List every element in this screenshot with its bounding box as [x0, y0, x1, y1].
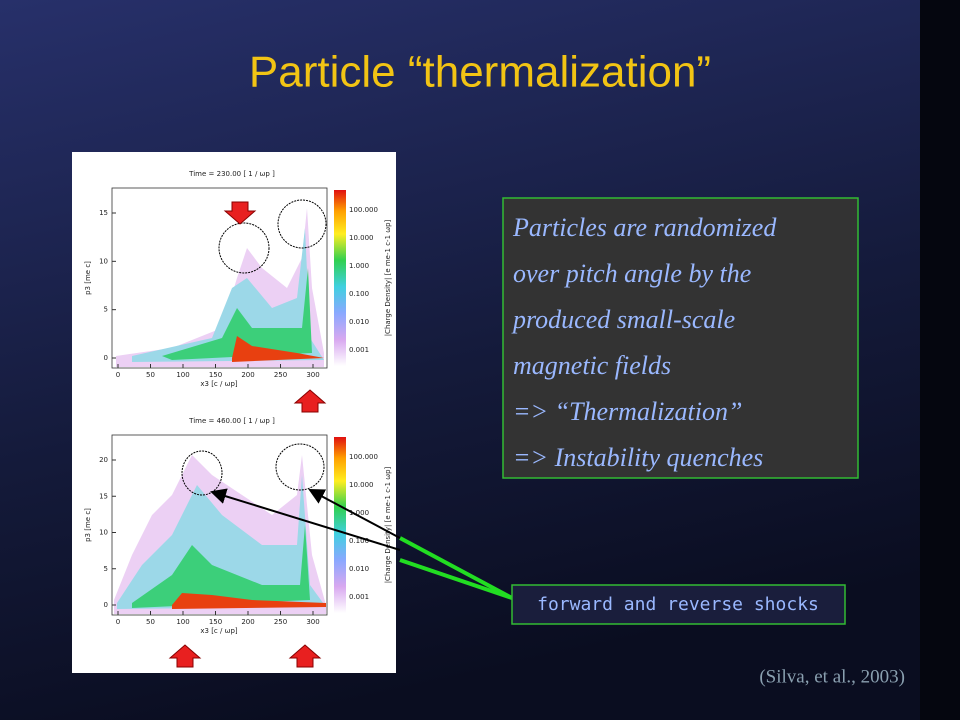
text-line: produced small-scale [511, 305, 735, 334]
colorbar-tick-label: 100.000 [349, 206, 378, 214]
x-tick-label: 100 [176, 618, 189, 626]
y-tick-label: 20 [99, 456, 108, 464]
panel-time-label: Time = 460.00 [ 1 / ωp ] [188, 417, 275, 425]
x-tick-label: 50 [146, 618, 155, 626]
x-axis-label: x3 [c / ωp] [200, 627, 238, 635]
colorbar-tick-label: 0.010 [349, 318, 369, 326]
x-tick-label: 300 [306, 618, 319, 626]
x-tick-label: 0 [116, 618, 120, 626]
x-tick-label: 50 [146, 371, 155, 379]
right-border [920, 0, 960, 720]
colorbar-label: |Charge Density| [e me-1 c-1 ωp] [384, 219, 392, 336]
text-line: => Instability quenches [513, 443, 763, 472]
x-tick-label: 100 [176, 371, 189, 379]
colorbar-tick-label: 0.001 [349, 593, 369, 601]
x-tick-label: 150 [209, 371, 222, 379]
colorbar-tick-label: 0.010 [349, 565, 369, 573]
colorbar-tick-label: 100.000 [349, 453, 378, 461]
colorbar-label: |Charge Density| [e me-1 c-1 ωp] [384, 466, 392, 583]
text-line: => “Thermalization” [513, 397, 742, 426]
red-arrow [288, 644, 322, 668]
figure: Time = 230.00 [ 1 / ωp ] x3 [c / ωp] p3 [m… [72, 152, 396, 673]
y-tick-label: 0 [104, 354, 108, 362]
x-axis-label: x3 [c / ωp] [200, 380, 238, 388]
red-arrow [223, 201, 257, 225]
y-axis-label: p3 [me c] [84, 261, 92, 295]
y-tick-label: 10 [99, 529, 108, 537]
pointer-line [399, 558, 513, 600]
x-tick-label: 200 [241, 371, 254, 379]
panel: Time = 460.00 [ 1 / ωp ] x3 [c / ωp] p3 [m… [84, 417, 392, 635]
y-tick-label: 15 [99, 492, 108, 500]
y-tick-label: 15 [99, 209, 108, 217]
panel-time-label: Time = 230.00 [ 1 / ωp ] [188, 170, 275, 178]
y-tick-label: 10 [99, 257, 108, 265]
text-box-lines: Particles are randomized over pitch angle… [511, 213, 777, 472]
text-line: Particles are randomized [512, 213, 777, 242]
colorbar-tick-label: 10.000 [349, 234, 374, 242]
text-line: magnetic fields [513, 351, 671, 380]
colorbar-tick-label: 1.000 [349, 262, 369, 270]
text-box [502, 197, 859, 479]
y-tick-label: 0 [104, 601, 108, 609]
citation: (Silva, et al., 2003) [759, 666, 905, 687]
x-tick-label: 200 [241, 618, 254, 626]
x-tick-label: 150 [209, 618, 222, 626]
red-arrow [168, 644, 202, 668]
red-arrow [293, 389, 327, 413]
colorbar-tick-label: 0.001 [349, 346, 369, 354]
callout-text: forward and reverse shocks [537, 594, 819, 615]
colorbar-tick-label: 0.100 [349, 290, 369, 298]
panel: Time = 230.00 [ 1 / ωp ] x3 [c / ωp] p3 [m… [84, 170, 392, 388]
colorbar-tick-label: 0.100 [349, 537, 369, 545]
y-tick-label: 5 [104, 306, 108, 314]
colorbar-tick-label: 10.000 [349, 481, 374, 489]
colorbar-tick-label: 1.000 [349, 509, 369, 517]
callout-box [511, 584, 846, 625]
text-line: over pitch angle by the [513, 259, 751, 288]
arrow [210, 488, 401, 551]
slide-title: Particle “thermalization” [249, 48, 711, 97]
x-tick-label: 250 [274, 371, 287, 379]
y-tick-label: 5 [104, 565, 108, 573]
y-axis-label: p3 [me c] [84, 508, 92, 542]
pointer-line [399, 536, 513, 600]
x-tick-label: 0 [116, 371, 120, 379]
arrow [308, 489, 401, 539]
x-tick-label: 300 [306, 371, 319, 379]
x-tick-label: 250 [274, 618, 287, 626]
